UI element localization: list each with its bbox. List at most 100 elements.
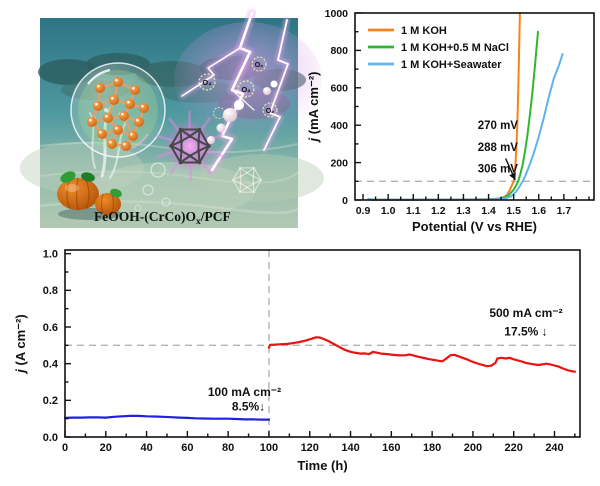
cluster-atom-highlight xyxy=(111,96,114,100)
annotation-arrowhead xyxy=(509,172,516,180)
catalyst-label-end: /PCF xyxy=(200,209,231,224)
cage-node xyxy=(178,127,183,132)
series-j100 xyxy=(63,414,271,421)
x-tick-label: 1.3 xyxy=(456,205,471,217)
cage-edge xyxy=(197,140,210,147)
cage-molecule-faint-icon xyxy=(232,166,262,194)
x-tick-label: 20 xyxy=(100,442,112,454)
cage-node xyxy=(207,144,211,148)
lightning-icon xyxy=(179,9,291,174)
cage-node xyxy=(246,171,248,174)
y-tick-label: 800 xyxy=(330,45,348,57)
x-tick-label: 1.7 xyxy=(557,205,572,217)
cage-edge xyxy=(198,145,210,164)
x-tick-label: 1.2 xyxy=(431,205,446,217)
cage-edge xyxy=(240,183,248,188)
x-axis-label: Potential (V vs RHE) xyxy=(412,219,537,234)
cage-edge xyxy=(246,183,254,188)
rising-bubbles xyxy=(134,162,171,212)
cage-edge xyxy=(170,140,183,147)
x-axis-label: Time (h) xyxy=(297,458,347,473)
cage-edge xyxy=(189,128,201,138)
series-j500 xyxy=(267,336,577,373)
catalyst-bubble xyxy=(70,62,166,158)
x-tick-label: 180 xyxy=(423,442,441,454)
oxygen-bubble: O₂ xyxy=(198,73,216,91)
x-tick-label: 120 xyxy=(301,442,319,454)
cage-node xyxy=(178,160,183,165)
cluster-atom-highlight xyxy=(136,118,139,122)
cage-node xyxy=(196,149,201,153)
cage-node xyxy=(253,191,255,194)
cluster-atom xyxy=(107,139,117,149)
x-tick-label: 160 xyxy=(382,442,400,454)
y-tick-label: 400 xyxy=(330,120,348,132)
cage-wireframe xyxy=(169,127,211,165)
axis-ticks xyxy=(64,252,576,438)
cage-edge xyxy=(240,172,248,177)
y-tick-label: 0.0 xyxy=(43,432,58,444)
y-tick-label: 0.4 xyxy=(43,358,59,370)
cluster-atom xyxy=(97,129,107,139)
cluster-atom xyxy=(87,117,97,127)
purple-haze xyxy=(174,22,322,138)
oxygen-bubbles: O₂ O₂ O₂ O₂ xyxy=(198,56,278,119)
cage-node xyxy=(246,186,248,189)
cluster-atom-highlight xyxy=(115,126,118,130)
y-tick-label: 1000 xyxy=(325,8,349,20)
stability-chart: 0 20 40 60 80 100 120 140 160 180 200 220 240 0.0 0.2 0… xyxy=(13,248,581,473)
x-tick-label: 240 xyxy=(545,442,563,454)
cage-edge xyxy=(179,149,183,164)
catalyst-label: FeOOH-(CrCo)Ox/PCF xyxy=(94,209,231,227)
cluster-atom-highlight xyxy=(123,142,126,146)
cage-edge xyxy=(170,145,183,152)
legend-label-koh: 1 M KOH xyxy=(401,25,447,37)
cage-node xyxy=(239,175,242,178)
cage-node xyxy=(239,182,242,185)
axis-ticks xyxy=(355,12,590,201)
cluster-atom-highlight xyxy=(132,86,135,90)
x-tick-label: 40 xyxy=(140,442,152,454)
cage-edge xyxy=(252,183,255,193)
cage-edge xyxy=(232,179,242,185)
annotation-text: 100 mA cm⁻² xyxy=(208,385,281,399)
x-tick-label: 1.5 xyxy=(506,205,521,217)
x-tick-label: 0.9 xyxy=(356,205,371,217)
y-tick-label: 200 xyxy=(330,157,348,169)
cage-node xyxy=(197,160,202,165)
cluster-atom xyxy=(93,101,103,111)
cluster-atom xyxy=(109,95,119,105)
cluster-atom-highlight xyxy=(89,118,92,122)
y-tick-label: 600 xyxy=(330,83,348,95)
cage-edge xyxy=(252,175,262,181)
cluster-atom xyxy=(139,103,149,113)
cage-edge xyxy=(239,167,248,174)
cage-molecule-glowing-icon xyxy=(156,110,224,182)
cage-edge xyxy=(170,145,182,164)
y-tick-label: 0.2 xyxy=(43,395,58,407)
cage-edge xyxy=(232,175,242,181)
cluster-atom-highlight xyxy=(105,114,108,118)
annotation-text: 8.5%↓ xyxy=(232,399,265,413)
legend-label-koh_nacl: 1 M KOH+0.5 M NaCl xyxy=(401,42,509,54)
cage-edge xyxy=(246,167,255,174)
cage-edge xyxy=(246,186,255,193)
oxygen-bubble: O₂ xyxy=(251,56,267,72)
cage-edge xyxy=(198,128,210,147)
cage-edge xyxy=(252,167,255,177)
annotation-text: 17.5% ↓ xyxy=(504,324,547,338)
y-tick-label: 1.0 xyxy=(43,248,58,260)
cage-edge xyxy=(179,128,191,138)
cluster-atom-highlight xyxy=(130,132,133,136)
cage-edge xyxy=(197,149,201,164)
x-tick-label: 60 xyxy=(181,442,193,454)
cage-node xyxy=(253,166,255,169)
lsv-chart: 0.9 1.0 1.1 1.2 1.3 1.4 1.5 1.6 1.7 0 200 400 600 800… xyxy=(306,8,595,234)
graphical-abstract-image: O₂ O₂ O₂ O₂ xyxy=(20,9,324,228)
x-tick-label: 1.0 xyxy=(381,205,396,217)
cage-node xyxy=(239,166,241,169)
cluster-atom-highlight xyxy=(141,104,144,108)
nanocluster xyxy=(87,77,149,151)
o2-label: O₂ xyxy=(266,108,275,115)
